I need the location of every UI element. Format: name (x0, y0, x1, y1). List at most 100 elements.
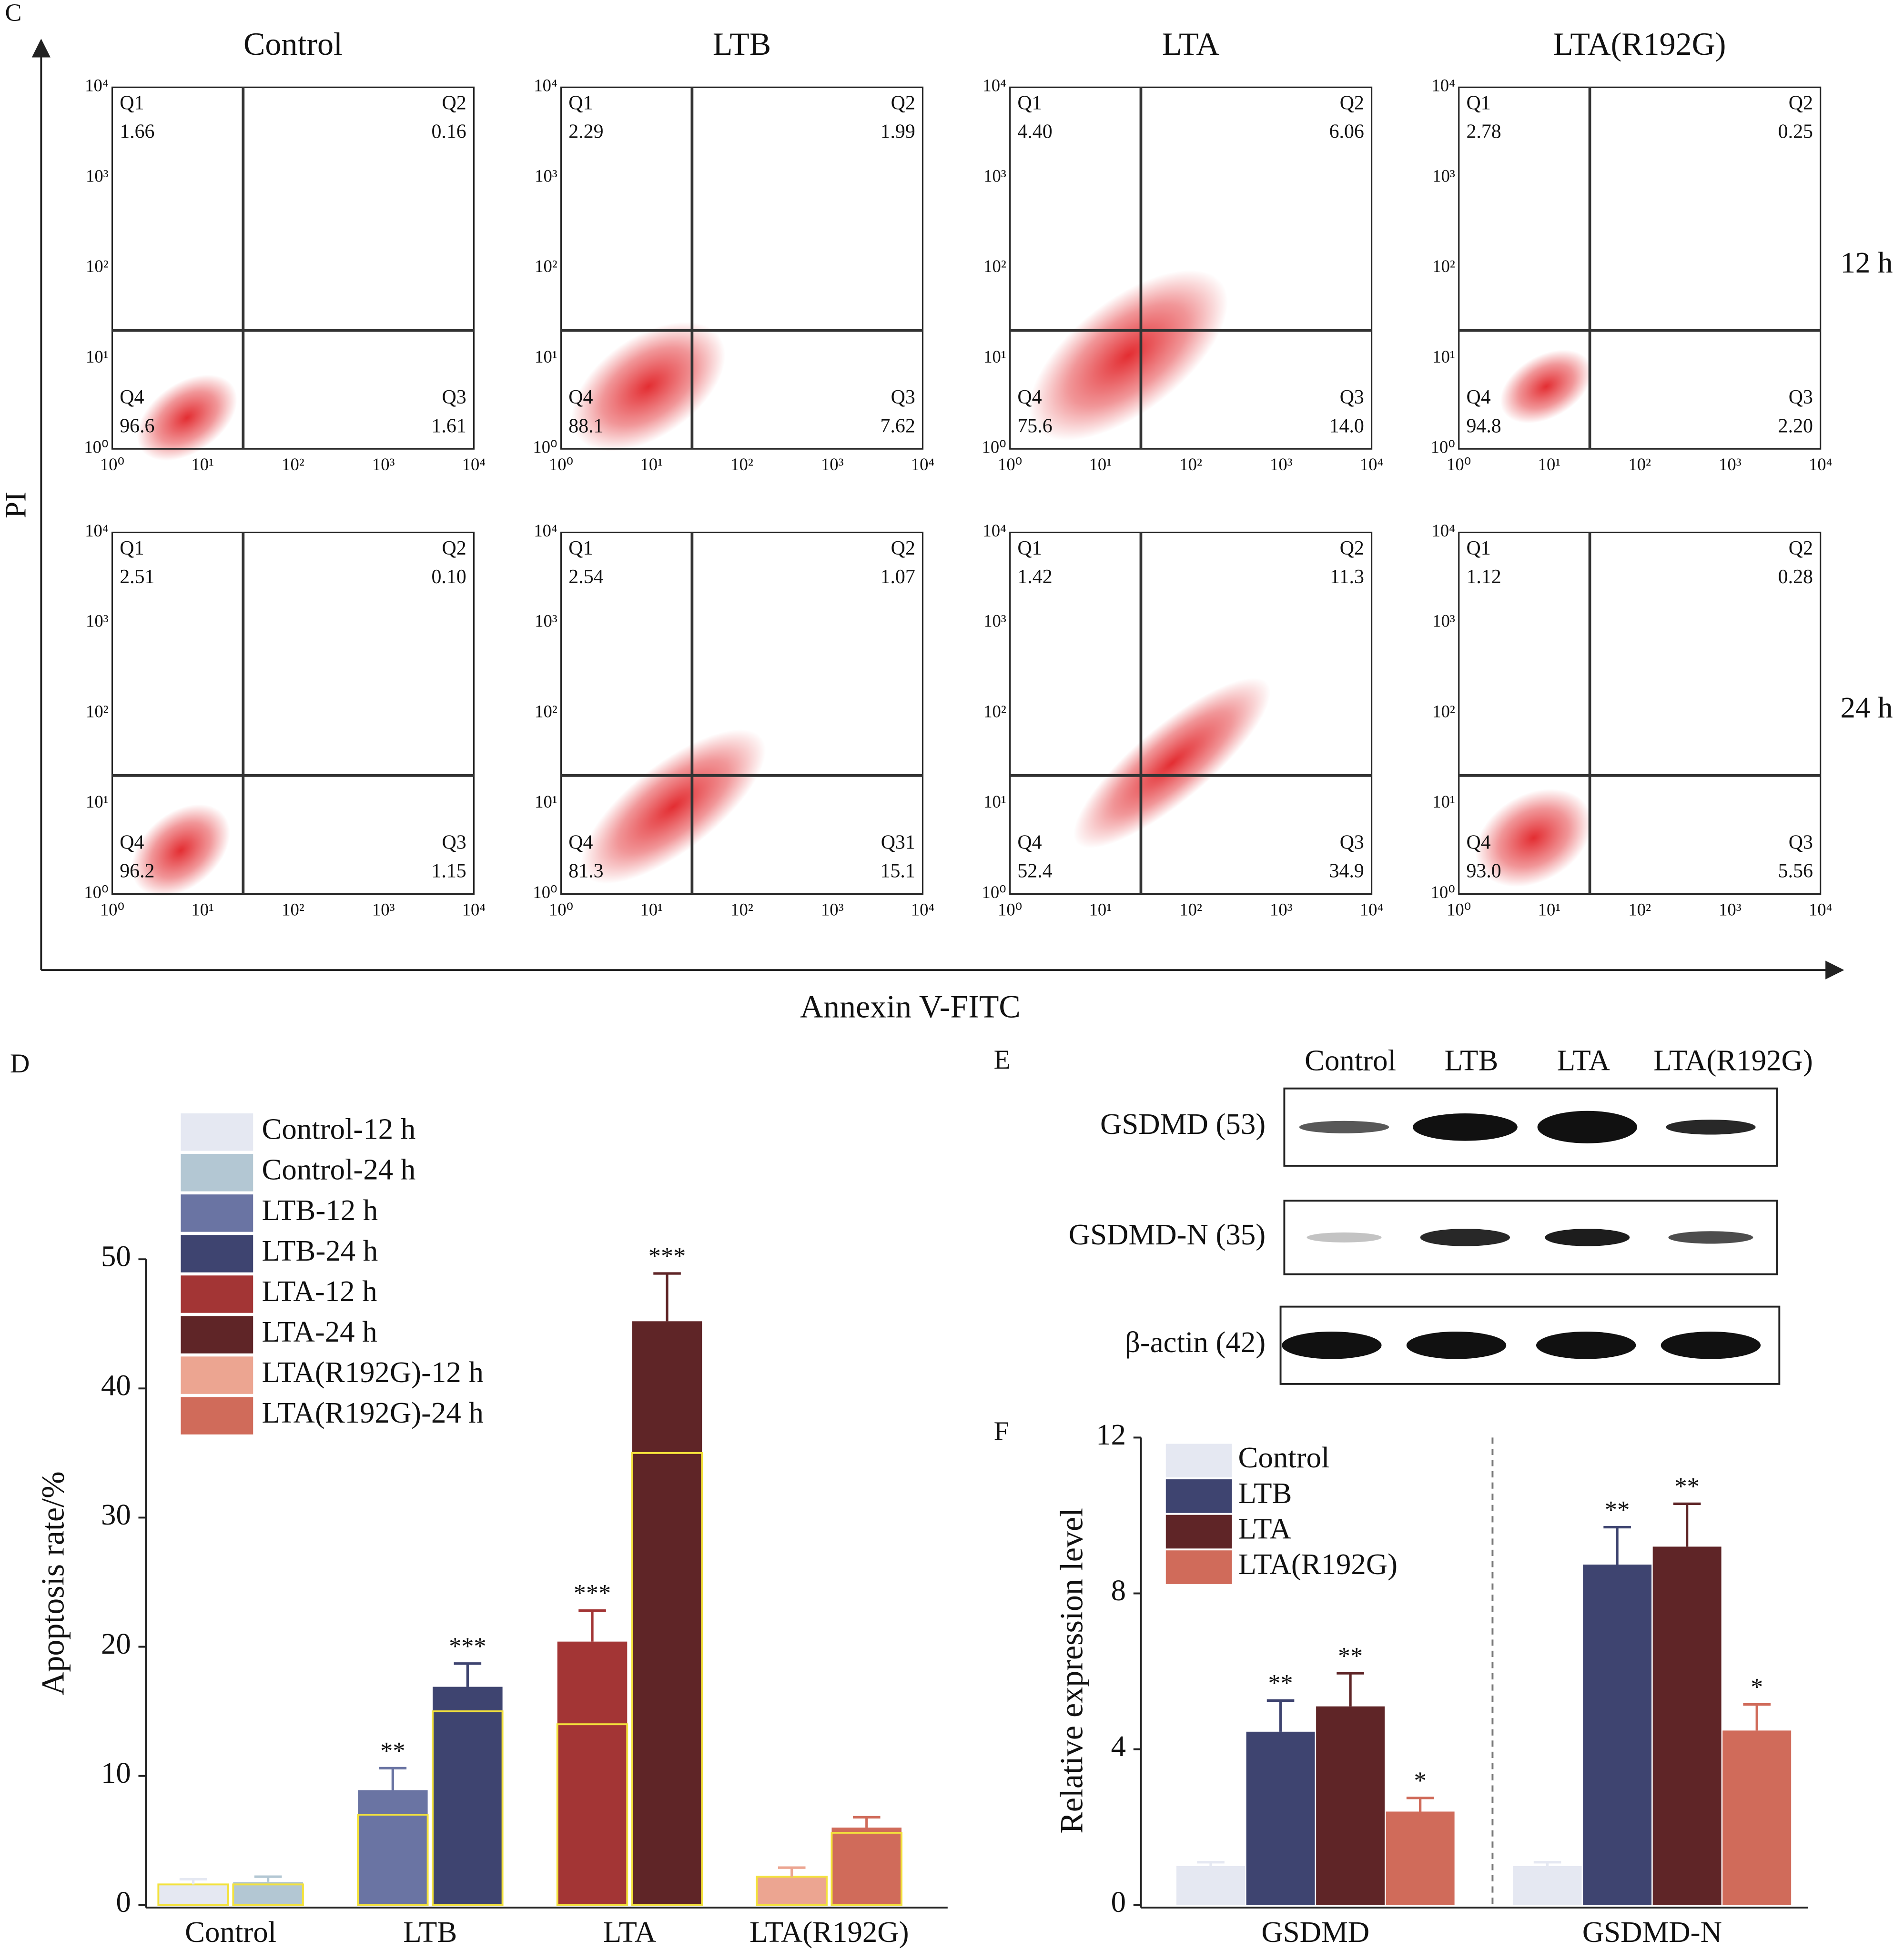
x-tick-label: 10³ (821, 455, 844, 474)
x-tick-label: 10⁴ (462, 455, 486, 474)
y-tick-label: 10⁰ (1431, 437, 1455, 457)
x-tick-label: 10⁰ (1447, 455, 1471, 474)
y-tick-label: 10³ (86, 166, 109, 185)
error-bar (852, 1816, 881, 1828)
y-tick-label: 10³ (86, 611, 109, 631)
blot-band (1668, 1231, 1753, 1244)
x-tick-label: LTA (603, 1915, 656, 1949)
y-tick-label: 10² (983, 701, 1006, 721)
event-cloud (1475, 788, 1592, 887)
quadrant-name: Q2 (1789, 92, 1813, 114)
blot-band (1420, 1229, 1510, 1246)
bar-outline (830, 1831, 902, 1906)
y-tick-label: 10¹ (983, 792, 1006, 811)
quadrant-name: Q3 (1340, 386, 1364, 408)
bar (757, 1877, 827, 1905)
blot-band (1282, 1331, 1382, 1359)
quadrant-value: 96.2 (120, 860, 154, 882)
plot-frame (560, 531, 924, 895)
quadrant-name: Q4 (1017, 386, 1042, 408)
significance-label: ** (1605, 1496, 1630, 1524)
quadrant-name: Q1 (120, 92, 144, 114)
x-tick-label: 10² (730, 455, 753, 474)
event-cloud (1500, 350, 1592, 424)
quadrant-value: 1.12 (1466, 566, 1501, 588)
quadrant-name: Q2 (1340, 92, 1364, 114)
significance-label: * (1751, 1673, 1763, 1701)
plot-frame (1009, 531, 1373, 895)
y-tick-label: 10⁰ (533, 437, 557, 457)
x-tick-label: 10⁴ (1360, 455, 1383, 474)
x-tick-label: GSDMD-N (1582, 1915, 1722, 1949)
quadrant-value: 0.28 (1778, 566, 1813, 588)
x-tick-label: 10⁰ (100, 455, 124, 474)
legend-swatch (181, 1397, 253, 1435)
x-tick-label: LTB (403, 1915, 457, 1949)
x-tick-label: 10⁰ (549, 899, 573, 919)
lane-label: LTB (1445, 1044, 1499, 1077)
quadrant-name: Q3 (891, 386, 915, 408)
x-tick-label: 10³ (372, 899, 395, 919)
bar (1722, 1730, 1792, 1905)
x-tick-label: 10² (1179, 899, 1202, 919)
legend-label: Control-24 h (262, 1153, 416, 1186)
error-bar (1337, 1672, 1364, 1707)
quadrant-name: Q4 (568, 831, 593, 853)
x-tick-label: 10¹ (640, 455, 663, 474)
x-tick-label: 10² (282, 455, 304, 474)
blot-band (1537, 1111, 1637, 1143)
panel-label: D (10, 1049, 30, 1079)
quadrant-value: 1.61 (431, 415, 466, 437)
bar (557, 1641, 628, 1905)
y-tick-label: 10⁰ (84, 437, 108, 457)
x-tick-label: 10⁰ (998, 455, 1022, 474)
quadrant-value: 4.40 (1017, 121, 1052, 143)
row-label: 12 h (1841, 246, 1893, 279)
quadrant-value: 6.06 (1329, 121, 1364, 143)
quadrant-name: Q2 (891, 537, 915, 559)
significance-label: ** (1268, 1669, 1293, 1697)
event-cloud (137, 374, 237, 461)
legend-swatch (181, 1113, 253, 1151)
y-tick-label: 10 (101, 1756, 131, 1789)
x-tick-label: LTA(R192G) (749, 1915, 909, 1949)
panel-label: F (994, 1416, 1009, 1446)
x-tick-label: GSDMD (1261, 1915, 1369, 1949)
error-bar (1406, 1797, 1434, 1812)
y-tick-label: 10⁴ (1432, 521, 1455, 540)
legend-label: LTB-24 h (262, 1234, 378, 1267)
blot-label: GSDMD (53) (1100, 1107, 1266, 1141)
x-tick-label: 10⁰ (1447, 899, 1471, 919)
blot-band (1306, 1232, 1382, 1243)
quadrant-value: 5.56 (1778, 860, 1813, 882)
quadrant-name: Q2 (442, 537, 466, 559)
bar (1176, 1866, 1245, 1905)
quadrant-name: Q1 (120, 537, 144, 559)
panel-label: C (5, 0, 21, 27)
x-tick-label: 10³ (821, 899, 844, 919)
y-tick-label: 10² (983, 256, 1006, 276)
quadrant-name: Q3 (1340, 831, 1364, 853)
quadrant-name: Q1 (568, 537, 593, 559)
x-tick-label: 10⁰ (998, 899, 1022, 919)
y-tick-label: 10⁰ (84, 882, 108, 902)
quadrant-value: 1.99 (881, 121, 915, 143)
quadrant-name: Q2 (442, 92, 466, 114)
quadrant-name: Q4 (120, 386, 144, 408)
quadrant-name: Q3 (1789, 831, 1813, 853)
plot-frame (111, 531, 475, 895)
quadrant-name: Q4 (1466, 386, 1490, 408)
y-tick-label: 30 (101, 1498, 131, 1531)
bar (1246, 1731, 1315, 1905)
bar (433, 1687, 503, 1905)
quadrant-value: 15.1 (881, 860, 915, 882)
quadrant-name: Q3 (442, 386, 466, 408)
quadrant-value: 2.78 (1466, 121, 1501, 143)
x-tick-label: 10⁰ (549, 455, 573, 474)
quadrant-value: 14.0 (1329, 415, 1364, 437)
legend-swatch (181, 1235, 253, 1273)
quadrant-name: Q1 (1466, 537, 1490, 559)
event-cloud (1029, 270, 1228, 441)
plot-frame (560, 86, 924, 450)
plot-frame (1009, 86, 1373, 450)
